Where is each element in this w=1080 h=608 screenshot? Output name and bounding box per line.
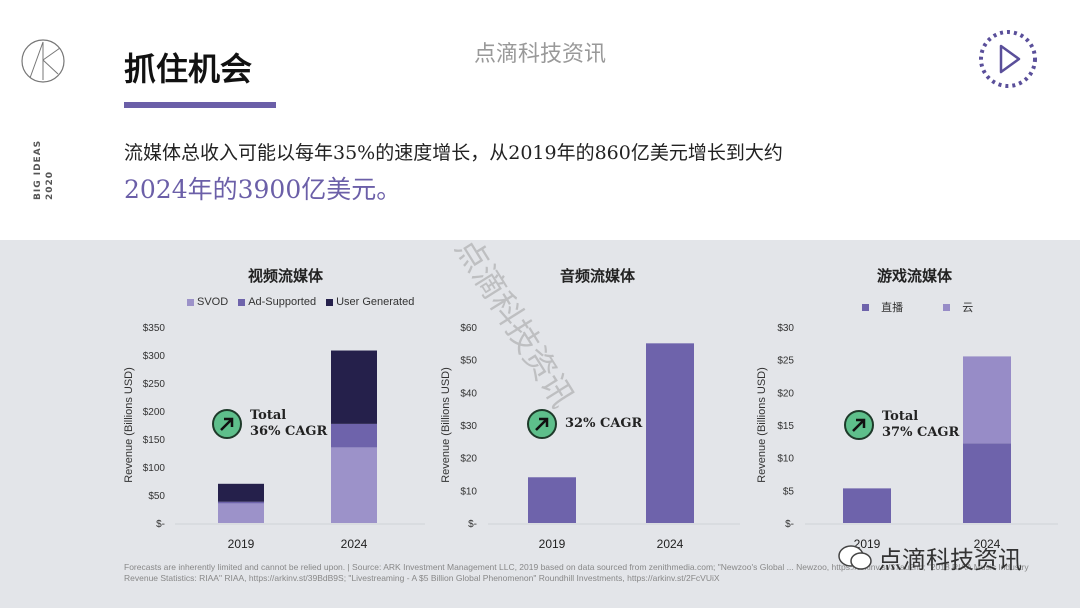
cagr-label: Total	[882, 409, 919, 424]
legend-item: 直播	[862, 299, 903, 315]
y-tick-label: $15	[777, 421, 794, 432]
x-tick-label: 2019	[854, 537, 881, 551]
bar-segment	[843, 488, 891, 523]
wechat-watermark: 点滴科技资讯	[838, 540, 1022, 575]
legend-label: SVOD	[197, 296, 229, 308]
y-tick-label: $20	[460, 454, 477, 465]
legend-item: User Generated	[326, 296, 414, 308]
summary-line-1: 流媒体总收入可能以每年35%的速度增长，从2019年的860亿美元增长到大约	[124, 142, 783, 164]
y-tick-label: $50	[460, 356, 477, 367]
legend-label: Ad-Supported	[248, 296, 317, 308]
y-tick-label: $200	[143, 407, 166, 418]
y-tick-label: $250	[143, 379, 166, 390]
bar-segment	[963, 356, 1011, 444]
ark-logo	[21, 39, 65, 83]
bar-segment	[331, 350, 377, 424]
play-logo-icon	[979, 30, 1037, 88]
y-tick-label: $150	[143, 435, 166, 446]
x-tick-label: 2019	[539, 537, 566, 551]
cagr-label: Total	[250, 408, 287, 423]
bar-segment	[218, 501, 264, 504]
legend-swatch	[943, 303, 951, 311]
arrow-up-right-icon	[527, 409, 557, 439]
y-tick-label: $40	[460, 388, 477, 399]
watermark-text: 点滴科技资讯	[474, 42, 607, 67]
y-tick-label: $25	[777, 356, 794, 367]
y-tick-label: $50	[148, 491, 165, 502]
bar-segment	[646, 343, 694, 523]
cagr-value: 32% CAGR	[565, 416, 643, 431]
cagr-value: 37% CAGR	[882, 425, 960, 440]
y-tick-label: $100	[143, 463, 166, 474]
cagr-badge-video: Total 36% CAGR	[212, 408, 327, 440]
source-footnote: Forecasts are inherently limited and can…	[124, 562, 1029, 583]
bar-segment	[528, 477, 576, 523]
bar-segment	[963, 443, 1011, 523]
y-tick-label: $30	[777, 323, 794, 334]
y-tick-label: $30	[460, 421, 477, 432]
cagr-badge-audio: 32% CAGR	[527, 409, 642, 439]
title-underline	[124, 102, 276, 108]
y-tick-label: $-	[468, 519, 477, 530]
y-tick-label: $5	[783, 486, 795, 497]
page-title: 抓住机会	[124, 50, 253, 88]
cagr-value: 36% CAGR	[250, 424, 328, 439]
y-tick-label: $10	[460, 486, 477, 497]
chart-title-video: 视频流媒体	[248, 267, 324, 285]
y-tick-label: $10	[777, 454, 794, 465]
bar-segment	[218, 503, 264, 523]
chart-title-audio: 音频流媒体	[560, 267, 636, 285]
y-axis-title: Revenue (Billions USD)	[123, 367, 135, 483]
gaming-legend: 直播 云	[862, 299, 973, 315]
legend-item: Ad-Supported	[238, 296, 316, 308]
wechat-label: 点滴科技资讯	[878, 546, 1022, 574]
y-tick-label: $-	[785, 519, 794, 530]
legend-item: SVOD	[187, 296, 228, 308]
x-tick-label: 2024	[974, 537, 1001, 551]
legend-label: 直播	[881, 302, 904, 314]
arrow-up-right-icon	[844, 410, 874, 440]
legend-swatch	[326, 298, 334, 306]
y-axis-title: Revenue (Billions USD)	[440, 367, 452, 483]
y-tick-label: $300	[143, 351, 166, 362]
legend-swatch	[187, 298, 194, 306]
wechat-icon	[838, 544, 872, 570]
video-legend: SVOD Ad-Supported User Generated	[187, 296, 414, 308]
y-axis-title: Revenue (Billions USD)	[756, 367, 768, 483]
legend-swatch	[238, 298, 246, 306]
bar-segment	[331, 447, 377, 523]
x-tick-label: 2024	[657, 537, 684, 551]
arrow-up-right-icon	[212, 409, 242, 439]
y-tick-label: $20	[777, 388, 794, 399]
x-tick-label: 2024	[341, 537, 368, 551]
bar-segment	[331, 423, 377, 448]
summary-line-2: 2024年的3900亿美元。	[124, 175, 402, 204]
y-tick-label: $350	[143, 323, 166, 334]
y-tick-label: $60	[460, 323, 477, 334]
legend-label: User Generated	[336, 296, 415, 308]
legend-item: 云	[943, 299, 973, 315]
cagr-badge-gaming: Total 37% CAGR	[844, 409, 959, 441]
legend-swatch	[862, 303, 869, 311]
y-tick-label: $-	[156, 519, 165, 530]
x-tick-label: 2019	[228, 537, 255, 551]
bar-segment	[218, 483, 264, 502]
legend-label: 云	[962, 302, 974, 314]
chart-title-gaming: 游戏流媒体	[877, 267, 953, 285]
